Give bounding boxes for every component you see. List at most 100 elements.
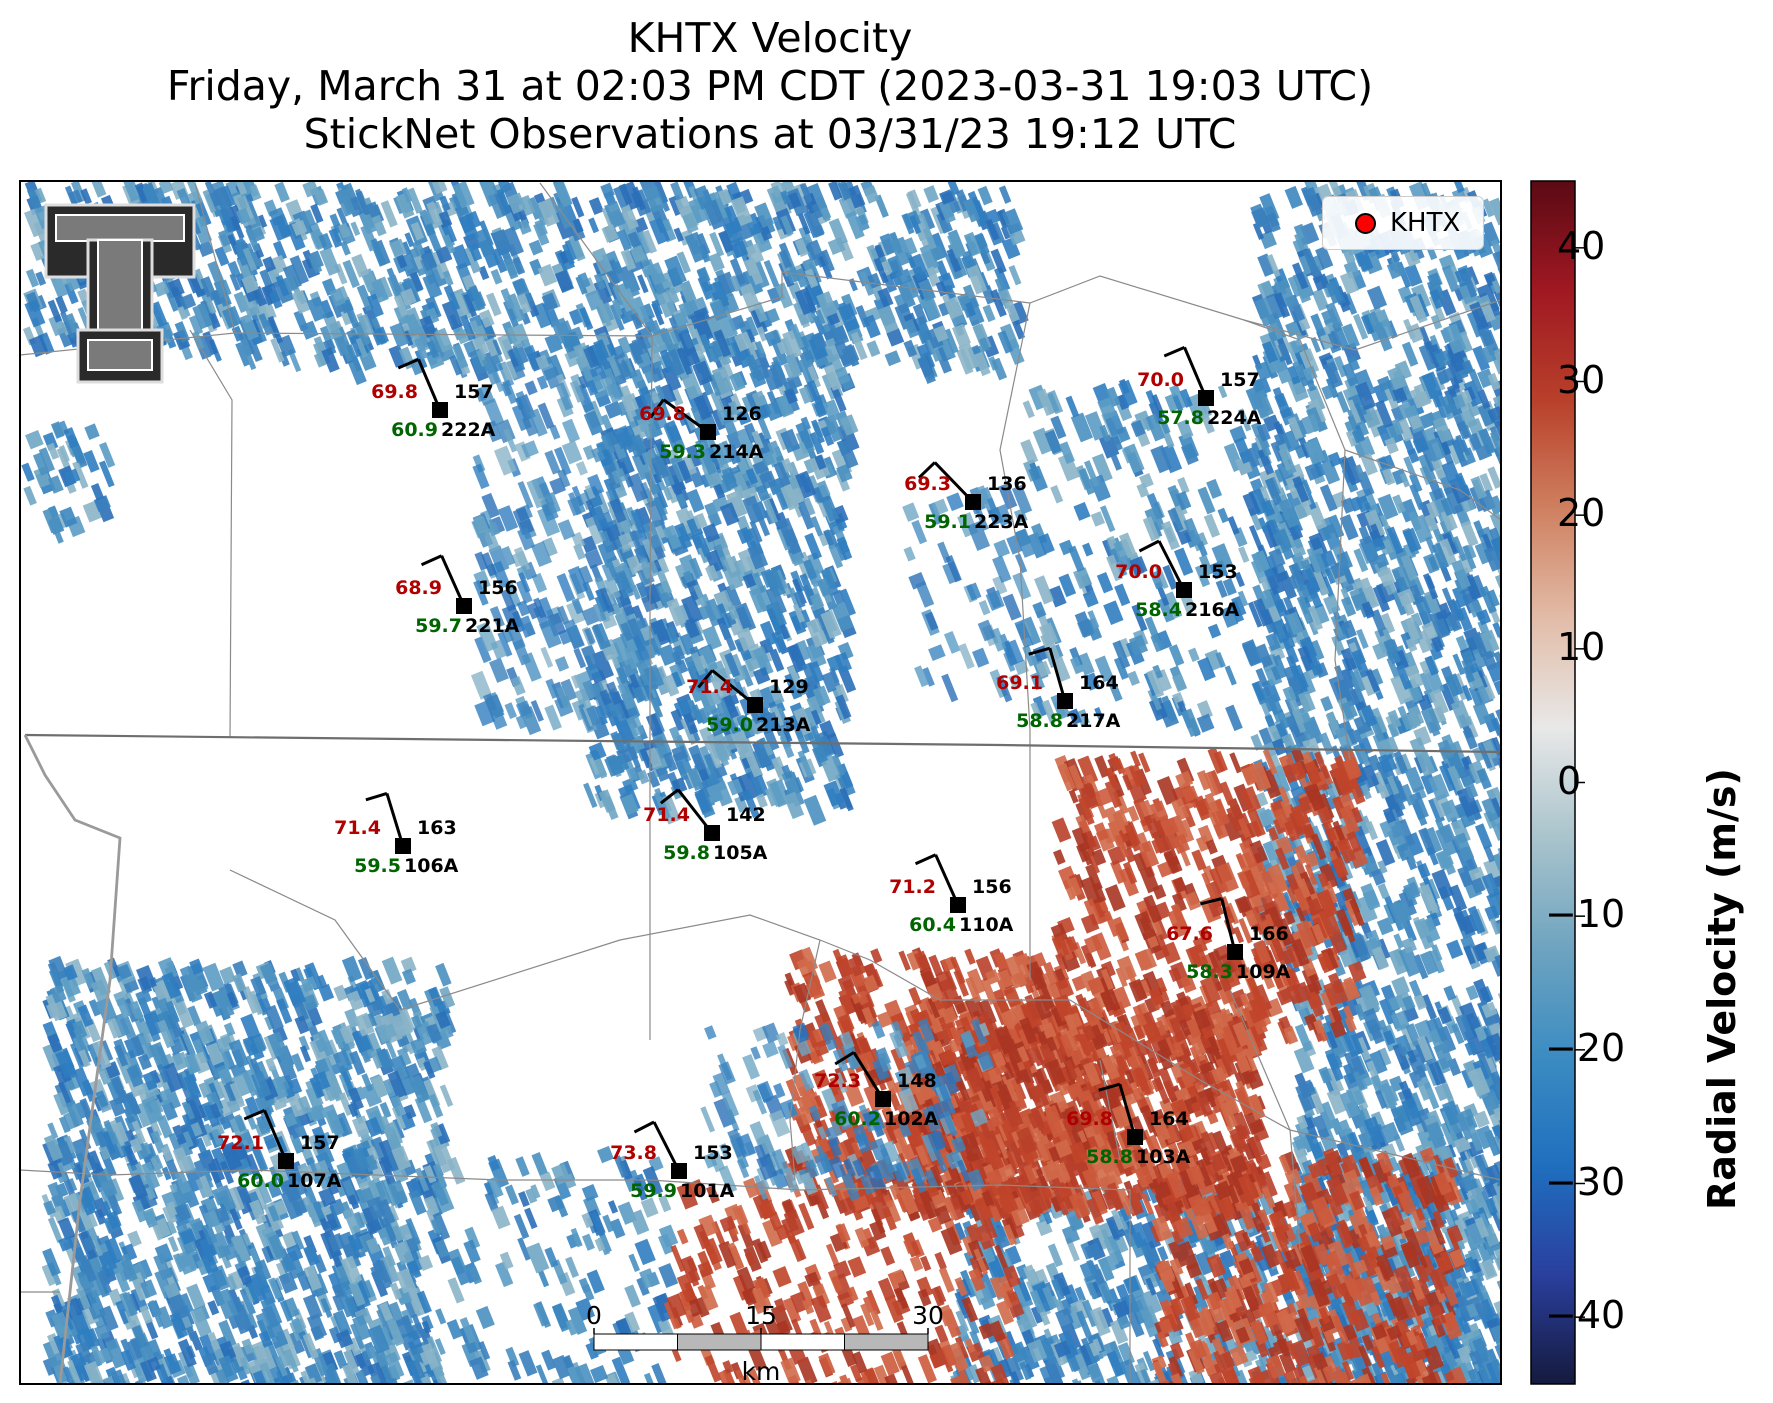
radar-gate: [696, 232, 711, 256]
radar-gate: [310, 203, 324, 224]
radar-gate: [25, 268, 40, 288]
radar-gate: [237, 196, 248, 210]
radar-gate: [197, 240, 214, 258]
radar-gate: [754, 202, 774, 229]
radar-gate: [490, 268, 503, 285]
radar-gate: [356, 284, 374, 312]
radar-gate: [49, 273, 68, 299]
radar-gate: [55, 295, 68, 314]
radar-gate: [532, 302, 552, 329]
radar-gate: [191, 197, 212, 228]
radar-gate: [754, 214, 773, 241]
radar-gate: [923, 185, 939, 204]
radar-gate: [468, 243, 483, 262]
title-line-2: Friday, March 31 at 02:03 PM CDT (2023-0…: [166, 62, 1374, 110]
radar-gate: [848, 278, 858, 292]
radar-gate: [179, 293, 197, 311]
radar-gate: [351, 253, 370, 278]
radar-gate: [313, 188, 329, 206]
radar-gate: [568, 233, 586, 262]
radar-gate: [48, 314, 67, 337]
radar-gate: [189, 273, 206, 298]
radar-gate: [342, 259, 360, 289]
radar-gate: [463, 246, 482, 274]
radar-gate: [998, 185, 1012, 204]
radar-gate: [947, 181, 960, 196]
radar-gate: [435, 245, 453, 264]
radar-gate: [763, 259, 780, 288]
map-title: KHTX Velocity Friday, March 31 at 02:03 …: [20, 14, 1520, 158]
radar-gate: [158, 181, 174, 194]
radar-gate: [35, 271, 47, 286]
radar-gate: [80, 188, 92, 205]
radar-gate: [588, 197, 604, 216]
radar-gate: [222, 305, 242, 329]
radar-gate: [287, 348, 302, 373]
radar-gate: [766, 185, 787, 213]
radar-gate: [884, 350, 901, 367]
radar-gate: [192, 302, 213, 330]
radar-gate: [68, 189, 83, 205]
radar-gate: [177, 305, 188, 320]
radar-gate: [919, 208, 936, 231]
radar-gate: [450, 244, 472, 270]
radar-gate: [478, 265, 490, 281]
radar-gate: [24, 207, 47, 238]
radar-gate: [794, 267, 809, 288]
radar-gate: [1500, 295, 1501, 313]
radar-gate: [577, 272, 591, 289]
radar-gate: [414, 349, 428, 369]
radar-gate: [47, 299, 63, 323]
radar-gate: [401, 241, 412, 256]
radar-gate: [1001, 237, 1021, 260]
radar-gate: [407, 187, 424, 214]
radar-gate: [1500, 710, 1501, 732]
radar-gate: [142, 184, 160, 208]
radar-gate: [214, 246, 230, 267]
radar-gate: [575, 275, 588, 295]
radar-gate: [1500, 872, 1501, 893]
radar-gate: [229, 273, 241, 291]
radar-gate: [901, 213, 915, 235]
radar-gate: [63, 281, 79, 305]
radar-gate: [200, 276, 218, 302]
radar-gate: [655, 288, 678, 318]
radar-gate: [1500, 388, 1501, 412]
radar-gate: [151, 186, 168, 207]
radar-gate: [176, 188, 191, 207]
radar-gate: [202, 330, 218, 356]
radar-gate: [213, 186, 232, 211]
radar-gate: [388, 344, 407, 368]
title-line-3: StickNet Observations at 03/31/23 19:12 …: [303, 110, 1237, 158]
radar-gate: [537, 263, 558, 287]
radar-gate: [134, 182, 151, 208]
radar-gate: [1500, 888, 1501, 903]
radar-gate: [609, 303, 625, 331]
radar-gate: [259, 269, 274, 289]
radar-gate: [371, 326, 390, 346]
radar-gate: [506, 324, 526, 350]
radar-gate: [874, 194, 889, 218]
radar-gate: [319, 247, 341, 276]
radar-gate: [673, 227, 684, 242]
radar-gate: [205, 296, 217, 315]
radar-gate: [65, 312, 80, 334]
radar-gate: [202, 189, 217, 213]
radar-gate: [150, 301, 168, 328]
radar-gate: [91, 181, 107, 198]
radar-gate: [1500, 292, 1501, 311]
radar-gate: [907, 189, 922, 210]
radar-gate: [426, 351, 445, 370]
radar-gate: [568, 308, 583, 326]
radar-gate: [27, 188, 42, 210]
radar-gate: [24, 299, 46, 328]
radar-gate: [235, 342, 250, 367]
radar-gate: [236, 181, 248, 196]
radar-gate: [191, 330, 205, 350]
radar-gate: [709, 231, 725, 257]
radar-gate: [30, 241, 47, 262]
radar-gate: [775, 282, 794, 309]
title-line-1: KHTX Velocity: [627, 14, 913, 62]
radar-gate: [1500, 401, 1501, 418]
